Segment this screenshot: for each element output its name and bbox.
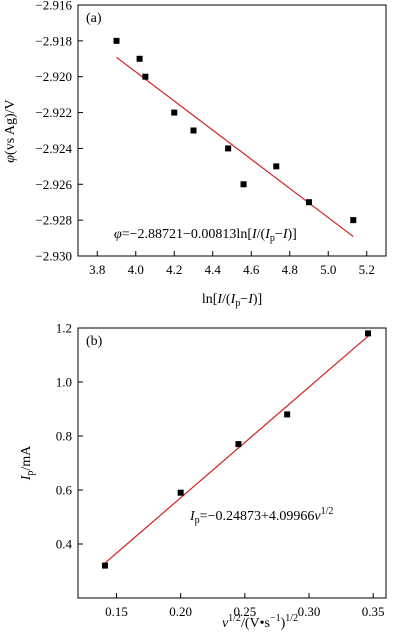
panel-a-x-tick-label: 4.6 — [243, 262, 260, 277]
panel-b-y-tick-label: 0.4 — [56, 537, 73, 552]
panel-a-data-point — [136, 55, 143, 62]
panel-a-x-tick-label: 3.8 — [89, 262, 105, 277]
panel-a-y-tick-label: −2.930 — [35, 249, 72, 264]
panel-b-x-tick-label: 0.20 — [169, 604, 192, 619]
panel-a-x-tick-label: 5.2 — [359, 262, 375, 277]
panel-a-x-tick-label: 4.8 — [282, 262, 298, 277]
panel-a-fit-line — [116, 56, 354, 238]
panel-a-y-tick-label: −2.922 — [35, 105, 72, 120]
panel-a-data-point — [190, 127, 197, 134]
panel-a-data-point — [273, 163, 280, 170]
panel-a-y-tick-label: −2.926 — [35, 177, 72, 192]
panel-b-plot-frame — [77, 327, 387, 599]
panel-b-data-point — [284, 411, 291, 418]
panel-a-data-point — [240, 181, 247, 188]
panel-a-data-point — [142, 73, 149, 80]
panel-a: (a) 3.8 4.0 4.2 4.4 4.6 4.8 5.0 5.2 −2.916−2.91… — [3, 0, 387, 309]
panel-a-y-tick-label: −2.928 — [35, 213, 72, 228]
panel-b-data-point — [177, 489, 184, 496]
panel-a-data-point — [225, 145, 232, 152]
panel-a-plot-frame — [77, 4, 387, 257]
panel-a-x-tick-label: 4.2 — [166, 262, 182, 277]
panel-a-y-axis-title: φ(vs Ag)/V — [3, 99, 18, 162]
panel-a-x-axis-title: ln[I/(Ip−I)] — [202, 292, 262, 309]
panel-b-x-tick-label: 0.35 — [362, 604, 385, 619]
panel-b-x-axis-title: v1/2/(V•s−1)1/2 — [222, 613, 298, 631]
panel-b-x-tick-label: 0.25 — [233, 604, 256, 619]
panel-a-y-axis: −2.916 −2.918 −2.920 −2.922 −2.924 −2.926 −2.9… — [35, 0, 83, 264]
panel-a-x-tick-label: 4.4 — [205, 262, 222, 277]
panel-b-y-tick-label: 0.8 — [56, 429, 72, 444]
panel-b-data-points — [101, 330, 372, 569]
panel-a-y-tick-label: −2.924 — [35, 141, 72, 156]
panel-a-y-tick-label: −2.918 — [35, 33, 72, 48]
panel-b-equation: Ip=−0.24873+4.09966v1/2 — [189, 506, 333, 526]
panel-b-y-axis-title: Ip/mA — [19, 445, 36, 481]
panel-a-data-points — [113, 37, 357, 224]
panel-b-y-tick-label: 1.0 — [56, 375, 72, 390]
panel-a-label: (a) — [86, 11, 102, 26]
panel-b-data-point — [101, 562, 108, 569]
panel-b-y-axis: 0.4 0.6 0.8 1.0 1.2 — [56, 321, 83, 552]
panel-b-x-axis: 0.15 0.20 0.25 0.30 0.35 — [105, 593, 385, 619]
panel-a-data-point — [171, 109, 178, 116]
panel-a-equation: φ=−2.88721−0.00813ln[I/(Ip−I)] — [114, 227, 297, 244]
panel-a-y-tick-label: −2.916 — [35, 0, 72, 13]
panel-a-data-point — [306, 199, 312, 206]
panel-a-x-tick-label: 4.0 — [128, 262, 144, 277]
panel-b-y-tick-label: 0.6 — [56, 483, 73, 498]
panel-a-x-tick-label: 5.0 — [320, 262, 336, 277]
panel-a-data-point — [113, 37, 120, 44]
panel-a-x-axis: 3.8 4.0 4.2 4.4 4.6 4.8 5.0 5.2 — [89, 251, 375, 277]
panel-b-x-tick-label: 0.15 — [105, 604, 128, 619]
panel-b: (b) 0.15 0.20 0.25 0.30 0.35 0.4 0.6 0.8 1.0 1.2… — [19, 321, 387, 631]
panel-b-data-point — [365, 330, 372, 337]
panel-b-data-point — [235, 441, 242, 448]
panel-b-label: (b) — [86, 334, 103, 349]
panel-b-y-tick-label: 1.2 — [56, 321, 72, 336]
panel-a-data-point — [350, 217, 357, 224]
panel-a-y-tick-label: −2.920 — [35, 69, 72, 84]
panel-b-x-tick-label: 0.30 — [298, 604, 321, 619]
panel-b-fit-line — [104, 335, 369, 564]
